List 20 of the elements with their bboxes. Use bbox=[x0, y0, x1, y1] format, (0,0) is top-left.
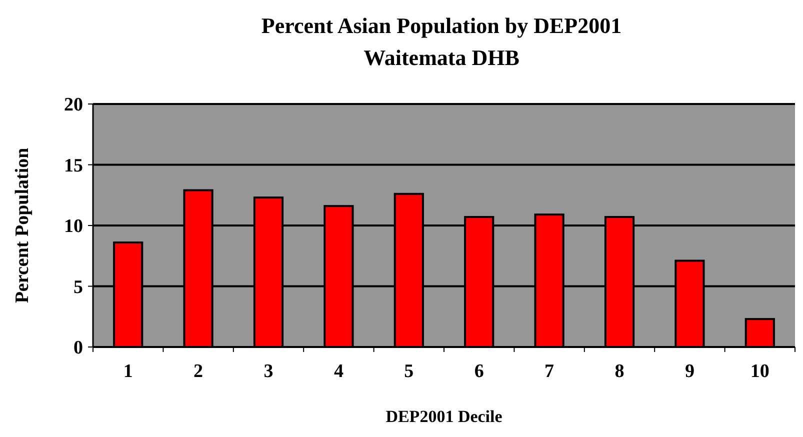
y-tick-label: 20 bbox=[64, 94, 83, 116]
x-tick-label: 9 bbox=[684, 361, 694, 382]
x-tick-label: 5 bbox=[404, 361, 414, 382]
y-tick-label: 10 bbox=[64, 216, 83, 238]
x-tick-label: 2 bbox=[194, 361, 204, 382]
x-tick-label: 4 bbox=[334, 361, 344, 382]
x-tick-label: 1 bbox=[123, 361, 133, 382]
y-axis-title: Percent Population bbox=[12, 147, 33, 304]
x-tick-label: 8 bbox=[614, 361, 624, 382]
bar bbox=[744, 318, 775, 348]
x-tick-label: 6 bbox=[474, 361, 484, 382]
chart-subtitle: Waitemata DHB bbox=[364, 45, 520, 70]
y-tick-label: 5 bbox=[74, 276, 83, 298]
y-tick-label: 0 bbox=[74, 338, 83, 359]
x-tick-label: 3 bbox=[264, 361, 274, 382]
chart-title: Percent Asian Population by DEP2001 bbox=[261, 13, 622, 38]
y-tick-label: 15 bbox=[64, 155, 83, 176]
x-tick-label: 7 bbox=[544, 361, 555, 382]
x-axis-title: DEP2001 Decile bbox=[386, 407, 503, 426]
x-tick-label: 10 bbox=[750, 361, 770, 382]
